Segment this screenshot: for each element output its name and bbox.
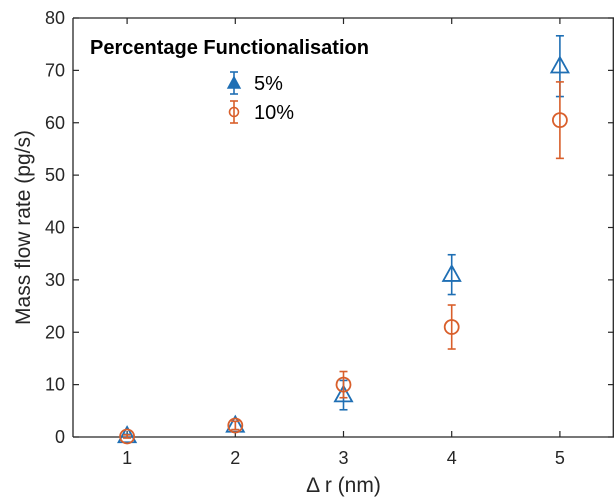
x-tick-label: 2: [230, 448, 240, 468]
data-point: [335, 376, 352, 393]
x-axis-label: Δ r (nm): [306, 474, 381, 497]
legend-marker: [228, 106, 240, 118]
data-point: [443, 319, 460, 335]
data-point: [119, 428, 135, 445]
y-tick-label: 40: [45, 218, 65, 238]
legend-marker: [226, 75, 242, 89]
data-point: [117, 425, 138, 444]
x-tick-label: 1: [122, 448, 132, 468]
data-point: [552, 112, 568, 129]
legend-title: Percentage Functionalisation: [90, 37, 369, 59]
y-tick-label: 10: [45, 375, 65, 395]
x-tick-label: 4: [447, 448, 457, 468]
x-tick-label: 3: [338, 448, 348, 468]
y-axis-label: Mass flow rate (pg/s): [12, 130, 35, 325]
y-tick-label: 80: [45, 8, 65, 28]
y-tick-label: 20: [45, 322, 65, 342]
y-tick-label: 0: [55, 427, 65, 447]
data-point: [549, 55, 570, 74]
x-tick-label: 5: [555, 448, 565, 468]
y-tick-label: 30: [45, 270, 65, 290]
legend-label: 10%: [254, 102, 294, 124]
series-layer: [117, 35, 570, 445]
y-tick-label: 70: [45, 60, 65, 80]
data-point: [227, 417, 244, 434]
legend-entry-2: 10%: [228, 100, 294, 124]
legend-label: 5%: [254, 73, 283, 95]
legend-entry-1: 5%: [226, 71, 283, 95]
data-point: [333, 384, 354, 403]
y-tick-label: 60: [45, 113, 65, 133]
y-tick-label: 50: [45, 165, 65, 185]
series-2: [119, 81, 568, 445]
data-point: [441, 263, 462, 282]
legend: Percentage Functionalisation 5% 10%: [90, 37, 369, 124]
